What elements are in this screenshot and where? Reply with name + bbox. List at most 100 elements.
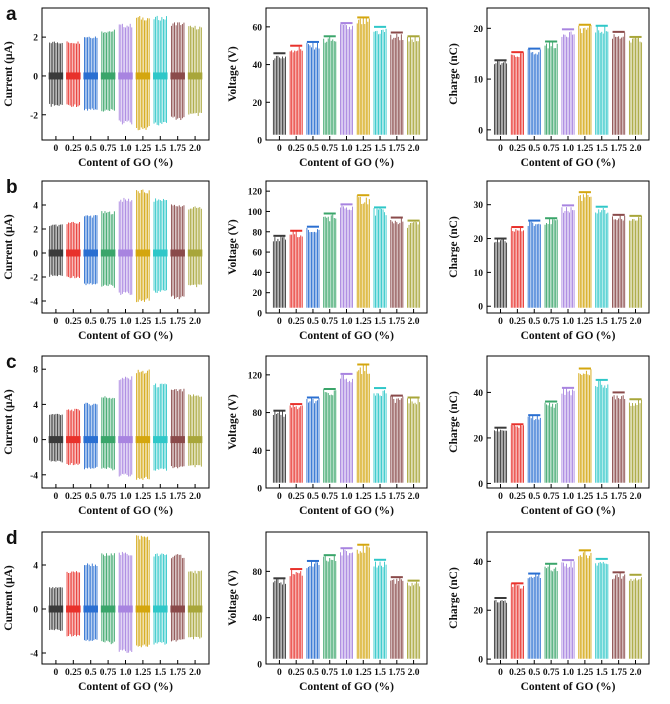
b-current-baseline-1.0 [118, 249, 133, 257]
y-tick-label: 60 [253, 23, 263, 33]
x-tick-label: 2.0 [408, 317, 420, 327]
x-tick-label: 0.75 [321, 317, 338, 327]
x-tick-label: 1.0 [341, 317, 353, 327]
x-tick-label: 1.25 [355, 492, 372, 502]
y-tick-label: 0 [33, 436, 38, 446]
x-tick-label: 0.5 [85, 668, 97, 678]
x-tick-label: 0.75 [543, 668, 560, 678]
d-charge-traces [493, 549, 643, 659]
x-tick-label: 0.25 [65, 144, 82, 154]
c-charge-trace-0.5 [527, 414, 541, 483]
y-axis-label: Charge (nC) [448, 567, 460, 629]
y-tick-label: 20 [474, 235, 484, 245]
d-voltage-trace-1.0 [340, 547, 353, 659]
d-voltage-trace-0.25 [289, 568, 303, 659]
y-tick-label: 0 [257, 485, 262, 495]
b-voltage-trace-0.25 [289, 229, 303, 308]
x-tick-label: 0.75 [100, 317, 117, 327]
x-axis-label: Content of GO (%) [78, 681, 173, 693]
b-charge-trace-2.0 [628, 214, 643, 308]
c-voltage-traces [272, 363, 421, 483]
y-axis-label: Charge (nC) [448, 43, 460, 105]
d-charge-trace-2.0 [628, 573, 643, 659]
b-current-trace-2.0 [187, 206, 203, 288]
a-charge-trace-2.0 [628, 35, 643, 135]
x-tick-label: 0.75 [100, 492, 117, 502]
x-tick-label: 0.5 [528, 668, 540, 678]
x-tick-label: 1.75 [169, 668, 186, 678]
y-axis-label: Voltage (V) [227, 219, 239, 275]
y-tick-label: 0 [257, 310, 262, 320]
x-tick-label: 0.75 [321, 144, 338, 154]
y-tick-label: 40 [474, 558, 484, 568]
x-tick-label: 0.5 [307, 317, 319, 327]
x-axis-label: Content of GO (%) [521, 681, 616, 693]
x-tick-label: 0 [277, 144, 282, 154]
y-axis-label: Current (μA) [3, 389, 15, 455]
a-current-trace-1.75 [170, 22, 185, 121]
x-tick-label: 1.5 [596, 668, 608, 678]
x-axis-label: Content of GO (%) [299, 505, 394, 517]
d-charge-trace-0.75 [544, 562, 558, 659]
x-tick-label: 0.5 [85, 492, 97, 502]
y-tick-label: 8 [33, 366, 38, 376]
x-tick-label: 1.25 [355, 144, 372, 154]
c-current-trace-0.25 [66, 408, 81, 466]
x-tick-label: 0 [498, 668, 503, 678]
y-tick-label: 4 [33, 202, 38, 212]
y-tick-label: 40 [253, 447, 263, 457]
x-tick-label: 1.0 [120, 144, 132, 154]
d-voltage-trace-0.5 [306, 559, 320, 659]
b-current-trace-0.5 [83, 215, 98, 286]
x-tick-label: 1.75 [389, 144, 406, 154]
c-current-trace-1.0 [118, 376, 133, 477]
c-charge-panel: 0 20 40 0 0.25 0.5 0.75 1.0 1.25 1.5 1.75 2.0 Conten… [448, 355, 650, 517]
x-tick-label: 1.0 [562, 317, 574, 327]
y-tick-label: 0 [478, 480, 483, 490]
x-tick-label: 1.25 [355, 668, 372, 678]
y-tick-label: -2 [30, 111, 38, 121]
y-tick-label: 20 [474, 434, 484, 444]
y-tick-label: 2 [33, 226, 38, 236]
c-voltage-trace-1.25 [356, 363, 370, 483]
b-voltage-trace-1.25 [356, 194, 370, 308]
c-voltage-trace-2.0 [407, 396, 421, 483]
y-tick-label: 40 [253, 61, 263, 71]
c-current-trace-0 [48, 413, 64, 463]
b-current-baseline-0 [48, 249, 64, 257]
c-current-panel: -4 0 4 8 0 0.25 0.5 0.75 1.0 1.25 1.5 1.75 2.0 Conten… [3, 355, 210, 517]
x-tick-label: 1.0 [120, 492, 132, 502]
d-voltage-trace-2.0 [407, 579, 421, 659]
c-current-baseline-1.0 [118, 436, 133, 444]
a-charge-trace-0 [493, 59, 508, 135]
y-tick-label: 30 [474, 201, 484, 211]
b-charge-trace-1.5 [595, 205, 609, 308]
y-tick-label: 4 [33, 562, 38, 572]
x-tick-label: 0.25 [65, 492, 82, 502]
d-current-baseline-0.75 [100, 605, 116, 613]
x-tick-label: 1.75 [610, 317, 627, 327]
c-current-baseline-1.75 [170, 436, 185, 444]
x-tick-label: 1.5 [154, 317, 166, 327]
y-tick-label: 10 [474, 269, 484, 279]
a-current-baseline-1.0 [118, 72, 133, 80]
b-current-trace-0.25 [66, 221, 81, 279]
x-tick-label: 1.0 [562, 144, 574, 154]
a-current-baseline-2.0 [187, 72, 203, 80]
c-voltage-trace-0.5 [306, 396, 320, 483]
x-tick-label: 1.0 [341, 144, 353, 154]
b-voltage-trace-0.5 [306, 225, 320, 308]
d-charge-trace-0 [493, 597, 508, 659]
x-tick-label: 0.5 [85, 317, 97, 327]
c-charge-traces [493, 367, 643, 483]
x-tick-label: 0.25 [509, 492, 526, 502]
y-axis-label: Charge (nC) [448, 391, 460, 453]
x-tick-label: 0 [277, 492, 282, 502]
y-tick-label: 10 [474, 76, 484, 86]
x-axis-label: Content of GO (%) [521, 505, 616, 517]
y-tick-label: 20 [474, 607, 484, 617]
x-tick-label: 1.5 [154, 144, 166, 154]
x-tick-label: 2.0 [408, 668, 420, 678]
x-axis-label: Content of GO (%) [299, 157, 394, 169]
